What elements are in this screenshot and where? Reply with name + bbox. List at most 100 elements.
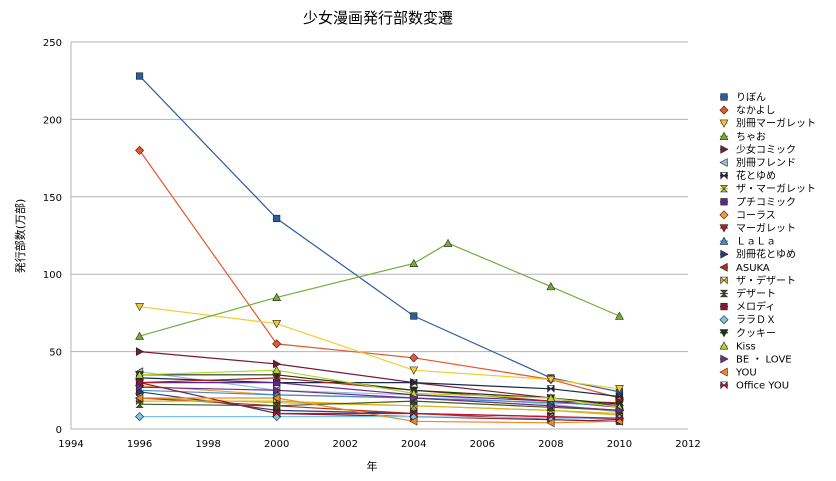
x-tick-label: 2004 [401,439,426,450]
legend-label: Office YOU [736,381,789,392]
data-point [410,312,418,320]
data-point [546,393,556,402]
legend-item: プチコミック [720,196,796,208]
legend-item: メロディ [720,300,775,313]
gridlines [71,41,688,353]
legend-marker [720,302,728,311]
data-point [410,393,419,403]
legend-item: りぼん [720,92,766,104]
series-2 [135,303,624,394]
x-tick-label: 2006 [470,439,495,450]
data-point [135,331,144,340]
y-tick-label: 50 [49,348,62,359]
legend-item: 別冊フレンド [719,157,796,169]
legend-label: コーラス [736,209,776,221]
data-point [272,393,281,403]
data-point [135,382,145,392]
legend-item: ララＤＸ [719,314,776,326]
legend-marker [719,210,729,220]
y-tick-label: 250 [43,38,62,49]
legend-marker [719,131,729,140]
data-point [409,258,419,267]
data-point [135,370,144,379]
chart-title: 少女漫画発行部数変遷 [303,9,453,27]
data-point [135,347,145,357]
legend-marker [719,329,729,338]
legend-item: ASUKA [719,263,770,274]
x-tick-label: 1996 [127,439,152,450]
legend-marker [720,93,728,101]
y-tick-label: 200 [43,115,62,126]
legend-label: ザ・デザート [736,274,796,287]
data-point [409,353,419,363]
data-point [443,238,453,247]
series-line [139,242,620,337]
x-axis-label: 年 [367,459,378,473]
series-22 [272,409,624,423]
data-point [409,416,418,426]
legend-label: クッキー [736,327,776,339]
data-point [272,320,282,329]
legend-item: Kiss [719,341,756,352]
legend-label: 別冊フレンド [736,157,796,169]
data-point [135,72,144,80]
legend-marker [719,381,729,390]
legend: りぼんなかよし別冊マーガレットちゃお少女コミック別冊フレンド花とゆめザ・マーガレ… [719,92,816,392]
legend-marker [719,185,729,193]
legend-label: りぼん [736,92,766,104]
legend-item: コーラス [719,209,776,221]
legend-marker [719,224,729,233]
data-point [135,303,144,312]
data-point [272,402,281,410]
legend-item: 別冊マーガレット [719,118,816,130]
y-tick-labels: 0 50 100 150 200 250 [43,38,62,436]
data-point [409,409,418,418]
data-point [615,414,624,423]
legend-item: Office YOU [719,381,789,392]
legend-item: デザート [719,287,776,300]
legend-label: プチコミック [736,196,796,208]
legend-marker [719,236,729,245]
legend-marker [719,172,729,180]
legend-item: 別冊花とゆめ [720,248,796,261]
legend-item: BE ・ LOVE [720,355,792,366]
y-axis-label: 発行部数(万部) [13,199,27,274]
legend-label: 少女コミック [736,143,796,156]
data-point [546,413,555,421]
x-tick-label: 2000 [264,439,289,450]
legend-marker [719,105,729,115]
y-tick-label: 100 [43,270,62,281]
legend-item: なかよし [719,105,776,117]
x-tick-label: 2010 [607,439,632,450]
legend-item: マーガレット [719,223,796,235]
data-point [273,359,282,369]
legend-marker [720,249,729,259]
legend-item: ザ・マーガレット [719,183,816,195]
legend-marker [720,144,729,154]
data-point [615,385,624,394]
data-point [272,409,281,418]
x-tick-label: 1994 [58,439,83,450]
series-3 [135,238,624,340]
data-point [409,366,419,375]
data-point [273,385,282,395]
legend-label: ASUKA [736,263,770,274]
data-point [546,385,555,393]
x-tick-label: 2002 [332,439,357,450]
legend-marker [719,315,729,325]
legend-label: ちゃお [736,131,766,143]
series-line [276,412,620,419]
legend-item: ちゃお [719,131,766,143]
y-tick-label: 0 [56,425,62,436]
legend-marker [719,341,729,350]
legend-label: 別冊花とゆめ [736,248,796,261]
y-tick-label: 150 [43,193,62,204]
legend-label: メロディ [736,300,775,313]
data-point [546,282,556,291]
legend-item: 花とゆめ [719,169,776,182]
series-19 [135,365,624,411]
data-point [546,418,555,428]
legend-label: なかよし [736,105,776,117]
